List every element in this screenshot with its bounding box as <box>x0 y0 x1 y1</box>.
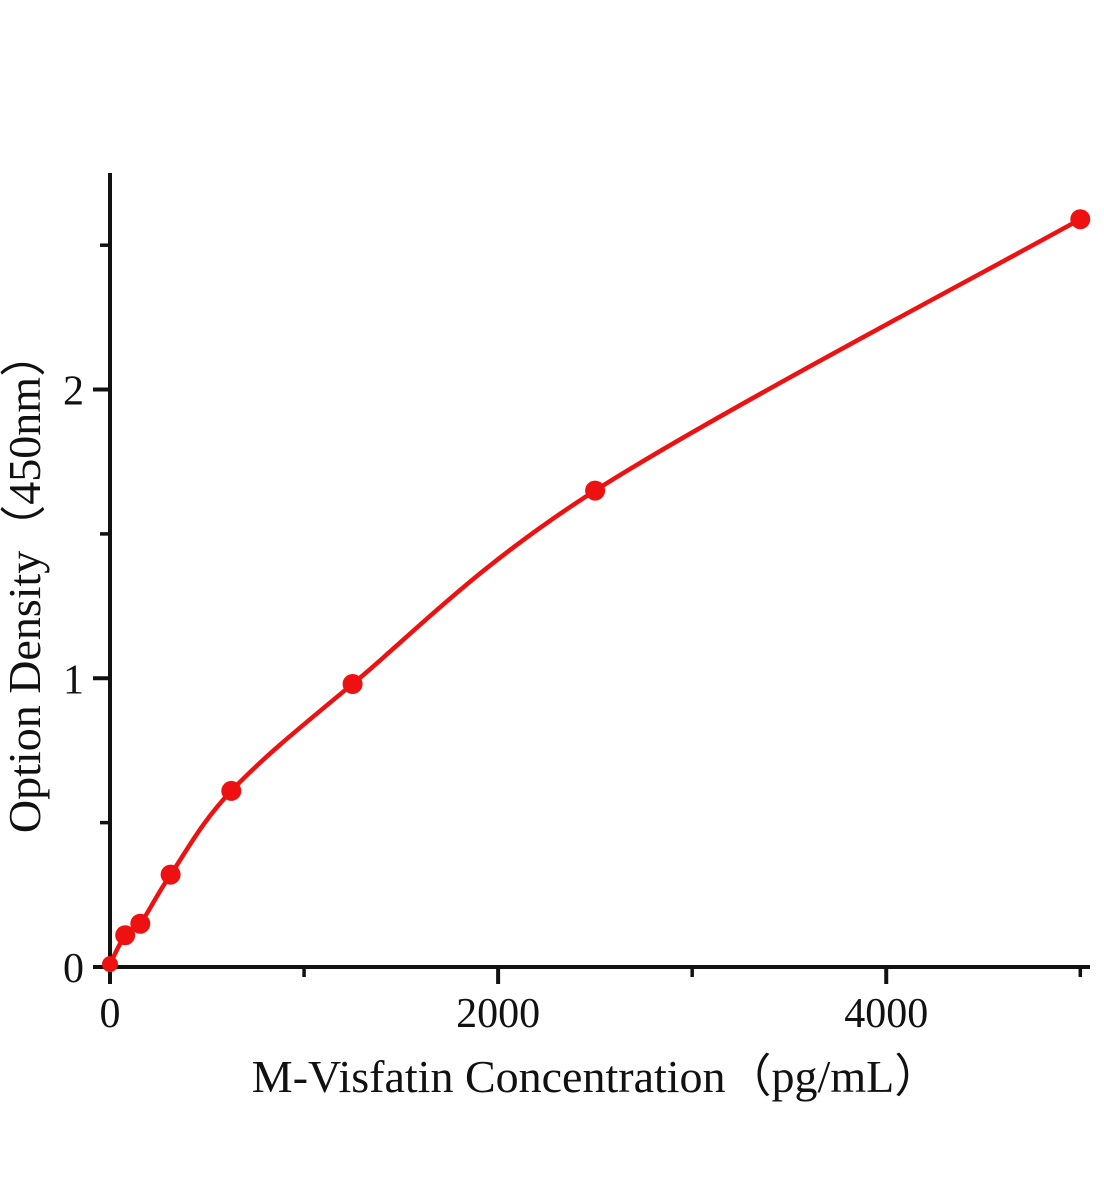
y-tick-label: 0 <box>63 946 84 992</box>
data-point <box>1070 209 1091 230</box>
x-tick-label: 2000 <box>456 991 540 1037</box>
tick-labels-layer: 0 2000 4000 0 1 2 <box>63 369 928 1037</box>
data-point <box>115 925 136 946</box>
data-point <box>342 674 363 694</box>
data-point <box>160 864 181 885</box>
y-axis-title: Option Density（450nm） <box>0 331 50 833</box>
data-point <box>102 956 118 973</box>
fit-curve <box>107 216 1083 967</box>
x-tick-label: 0 <box>100 991 121 1037</box>
ticks-layer <box>93 243 1083 984</box>
x-tick-label: 4000 <box>844 991 928 1037</box>
data-point <box>130 913 151 934</box>
data-point <box>585 480 606 501</box>
y-tick-label: 1 <box>63 657 84 703</box>
data-point <box>221 780 242 801</box>
axes-layer <box>102 173 1090 977</box>
y-tick-label: 2 <box>63 369 84 415</box>
x-axis-title: M-Visfatin Concentration（pg/mL） <box>252 1051 940 1102</box>
series-layer <box>102 209 1091 973</box>
